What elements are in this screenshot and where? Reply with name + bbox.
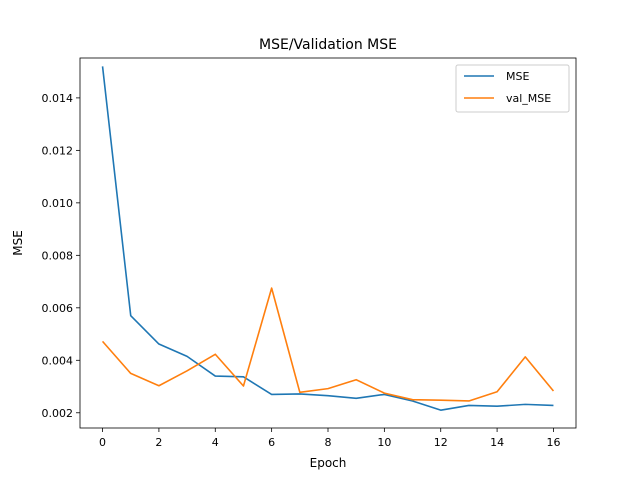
chart-title: MSE/Validation MSE xyxy=(259,37,397,53)
x-tick-label: 4 xyxy=(212,436,219,449)
series-line-val-mse xyxy=(101,287,555,402)
y-tick-label: 0.006 xyxy=(42,302,74,315)
x-tick-label: 12 xyxy=(434,436,448,449)
y-tick-label: 0.010 xyxy=(42,197,74,210)
y-tick-label: 0.004 xyxy=(42,354,74,367)
x-tick-label: 8 xyxy=(325,436,332,449)
y-tick-label: 0.002 xyxy=(42,407,74,420)
x-axis-label: Epoch xyxy=(310,456,347,470)
y-tick-label: 0.014 xyxy=(42,92,74,105)
y-axis-label: MSE xyxy=(11,230,25,256)
x-tick-label: 2 xyxy=(155,436,162,449)
x-tick-label: 10 xyxy=(377,436,391,449)
x-tick-label: 14 xyxy=(490,436,504,449)
x-tick-label: 0 xyxy=(99,436,106,449)
legend-label: val_MSE xyxy=(506,92,551,105)
plot-area xyxy=(101,66,555,411)
y-tick-label: 0.008 xyxy=(42,249,74,262)
series-line-mse xyxy=(101,66,554,411)
x-tick-label: 16 xyxy=(546,436,560,449)
legend: MSE val_MSE xyxy=(455,64,570,113)
legend-label: MSE xyxy=(506,70,529,83)
y-tick-label: 0.012 xyxy=(42,144,74,157)
x-axis: 0 2 4 6 8 10 12 14 16 xyxy=(99,428,560,449)
y-axis: 0.002 0.004 0.006 0.008 0.010 0.012 0.014 xyxy=(42,92,80,420)
x-tick-label: 6 xyxy=(268,436,275,449)
